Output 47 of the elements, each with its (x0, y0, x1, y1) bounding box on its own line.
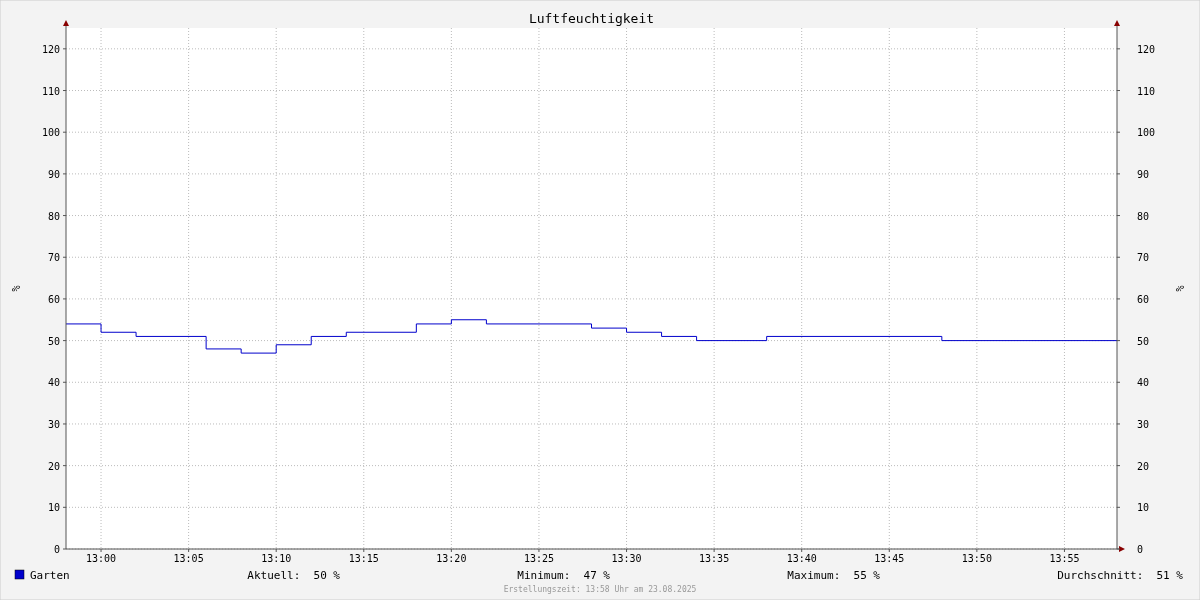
y-tick-label: 60 (47, 293, 60, 305)
y2-tick-label: 80 (1137, 210, 1150, 222)
x-tick-label: 13:55 (1049, 553, 1080, 564)
x-tick-label: 13:25 (523, 553, 554, 564)
x-tick-label: 13:05 (173, 553, 204, 564)
x-tick-label: 13:30 (611, 553, 642, 564)
y-tick-label: 110 (41, 85, 60, 97)
x-tick-label: 13:15 (348, 553, 379, 564)
y2-tick-label: 90 (1137, 168, 1150, 180)
y2-tick-label: 40 (1137, 377, 1150, 389)
x-tick-label: 13:50 (961, 553, 992, 564)
y-tick-label: 30 (47, 418, 60, 430)
y2-tick-label: 100 (1137, 127, 1156, 139)
y2-tick-label: 120 (1137, 43, 1156, 55)
y2-tick-label: 10 (1137, 502, 1150, 514)
y-tick-label: 90 (47, 168, 60, 180)
y2-tick-label: 50 (1137, 335, 1150, 347)
text: Durchschnitt: 51 % (1057, 569, 1184, 582)
x-tick-label: 13:20 (436, 553, 467, 564)
y-tick-label: 120 (41, 43, 60, 55)
y2-tick-label: 70 (1137, 252, 1150, 264)
x-tick-label: 13:45 (874, 553, 905, 564)
x-tick-label: 13:40 (786, 553, 817, 564)
y-tick-label: 20 (47, 460, 60, 472)
y-tick-label: 10 (47, 502, 60, 514)
legend-label: Garten (30, 569, 70, 582)
y-tick-label: 100 (41, 127, 60, 139)
x-tick-label: 13:10 (261, 553, 292, 564)
y2-tick-label: 30 (1137, 418, 1150, 430)
y-tick-label: 80 (47, 210, 60, 222)
y2-tick-label: 20 (1137, 460, 1150, 472)
y2-tick-label: 0 (1137, 544, 1144, 555)
y2-tick-label: 110 (1137, 85, 1156, 97)
y-tick-label: 0 (53, 544, 60, 555)
text: Erstellungszeit: 13:58 Uhr am 23.08.2025 (503, 585, 697, 594)
y-axis-title: % (10, 285, 21, 292)
y-tick-label: 40 (47, 377, 60, 389)
y2-tick-label: 60 (1137, 293, 1150, 305)
text: Aktuell: 50 % (247, 569, 341, 582)
y-tick-label: 70 (47, 252, 60, 264)
chart-title: Luftfeuchtigkeit (528, 11, 655, 26)
x-tick-label: 13:00 (85, 553, 117, 564)
text: Maximum: 55 % (787, 569, 881, 582)
text: Minimum: 47 % (517, 569, 611, 582)
y-tick-label: 50 (47, 335, 60, 347)
y2-axis-title: % (1174, 285, 1185, 292)
x-tick-label: 13:35 (699, 553, 730, 564)
